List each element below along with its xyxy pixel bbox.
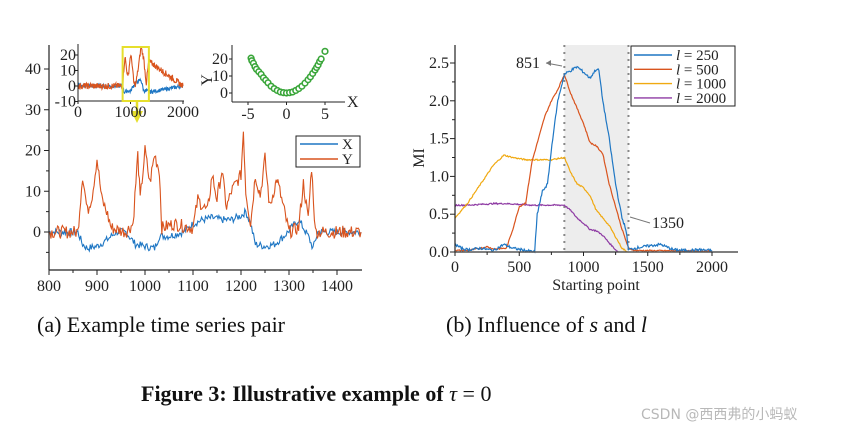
x-tick-label: 1500: [632, 259, 664, 276]
x-tick-label: 1300: [273, 278, 305, 295]
x-tick-label: 1200: [225, 278, 257, 295]
caption-b-text: (b) Influence of: [446, 312, 590, 337]
y-tick-label: 2.0: [429, 93, 449, 110]
y-axis-label: MI: [411, 148, 428, 168]
scatter-point: [321, 47, 329, 55]
scatter-x-label: X: [347, 94, 359, 111]
legend-label-value: = 500: [684, 62, 719, 78]
annotation-851: 851: [516, 55, 540, 72]
inset-line-y: [77, 47, 184, 91]
x-tick-label: 2000: [696, 259, 728, 276]
caption-a: (a) Example time series pair: [37, 312, 285, 338]
legend-label-x: X: [342, 137, 353, 153]
x-axis-label: Starting point: [552, 277, 640, 294]
inset-x-tick-label: 1000: [115, 104, 147, 121]
scatter-y-tick-label: 0: [220, 85, 228, 102]
x-tick-label: 1000: [129, 278, 161, 295]
figure-title-suffix: = 0: [457, 381, 492, 406]
series-line-l2000: [454, 201, 619, 253]
legend-label-l250: l = 250: [676, 48, 719, 64]
figure-title-tau: τ: [449, 381, 458, 406]
y-tick-label: 0.0: [429, 244, 449, 261]
inset-y-tick-label: -10: [55, 94, 76, 111]
series-line-y: [48, 131, 362, 240]
caption-b-l: l: [640, 312, 647, 337]
inset-y-tick-label: 20: [60, 47, 76, 64]
legend-label-value: = 250: [684, 48, 719, 64]
caption-b-and: and: [598, 312, 641, 337]
legend-label-value: = 2000: [684, 91, 726, 107]
y-tick-label: 40: [25, 61, 41, 78]
series-line-l1000: [454, 154, 628, 253]
scatter-y-tick-label: 10: [212, 68, 228, 85]
scatter-x-tick-label: 5: [321, 106, 329, 123]
scatter-point: [317, 55, 325, 63]
y-tick-label: 1.0: [429, 168, 449, 185]
scatter-x-tick-label: 0: [283, 106, 291, 123]
caption-b-s: s: [589, 312, 599, 337]
zoom-highlight-box: [121, 46, 150, 102]
legend-label-var: l: [676, 91, 684, 107]
legend-label-var: l: [676, 62, 684, 78]
x-tick-label: 0: [451, 259, 459, 276]
watermark: CSDN @西西弗的小蚂蚁: [641, 407, 798, 423]
scatter-y-label: Y: [199, 74, 216, 86]
annotation-arrowhead-851-icon: [546, 60, 551, 66]
legend-label-l2000: l = 2000: [676, 91, 726, 107]
caption-a-text: (a) Example time series pair: [37, 312, 286, 337]
inset-y-tick-label: 10: [60, 63, 76, 80]
y-tick-label: 10: [25, 183, 41, 200]
legend-label-var: l: [676, 77, 684, 93]
legend-label-l1000: l = 1000: [676, 77, 726, 93]
series-line-x: [48, 206, 362, 253]
series-line-l250: [454, 65, 713, 254]
x-tick-label: 1100: [177, 278, 208, 295]
annotation-1350: 1350: [652, 215, 684, 232]
y-tick-label: 1.5: [429, 131, 449, 148]
y-tick-label: 30: [25, 102, 41, 119]
scatter-x-tick-label: -5: [241, 106, 254, 123]
legend-box: [295, 135, 361, 168]
y-tick-label: 2.5: [429, 55, 449, 72]
chart-b-mi: 0.0 0.5 1.0 1.5 2.0 2.5 0 500 1000 1500 2000 Starti…: [411, 45, 738, 294]
figure-title: Figure 3: Illustrative example of τ = 0: [141, 381, 491, 407]
zoom-arrow-head-icon: [131, 111, 143, 123]
x-tick-label: 1400: [321, 278, 353, 295]
inset-x-tick-label: 2000: [167, 104, 199, 121]
legend-label-var: l: [676, 48, 684, 64]
caption-b: (b) Influence of s and l: [446, 312, 647, 338]
y-tick-label: 20: [25, 143, 41, 160]
legend: XY: [295, 135, 361, 168]
figure-title-text: Figure 3: Illustrative example of: [141, 381, 450, 406]
inset-x-tick-label: 0: [74, 104, 82, 121]
shaded-region: [564, 45, 629, 252]
x-tick-label: 500: [507, 259, 531, 276]
legend-box: [630, 45, 736, 107]
x-tick-label: 900: [85, 278, 109, 295]
inset-y-tick-label: 0: [68, 78, 76, 95]
legend-label-l500: l = 500: [676, 62, 719, 78]
scatter-y-tick-label: 20: [212, 51, 228, 68]
x-tick-label: 800: [37, 278, 61, 295]
legend-label-y: Y: [342, 152, 353, 168]
x-tick-label: 1000: [568, 259, 600, 276]
annotation-arrow-1350: [629, 216, 651, 224]
legend-label-value: = 1000: [684, 77, 726, 93]
y-tick-label: 0: [33, 224, 41, 241]
y-tick-label: 0.5: [429, 206, 449, 223]
